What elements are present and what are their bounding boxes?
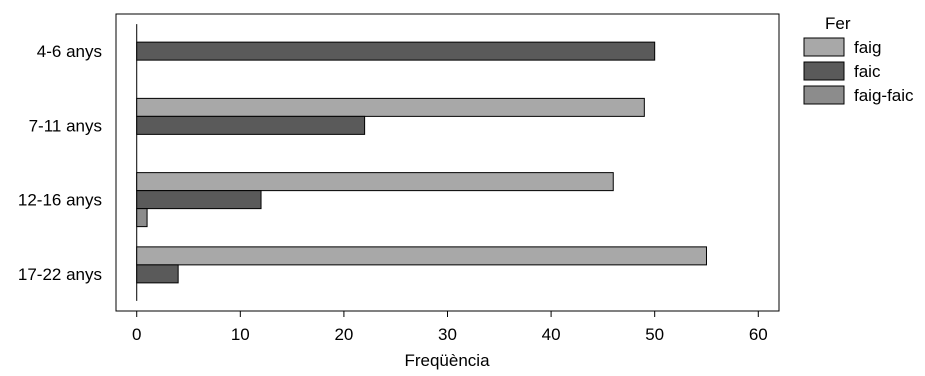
x-tick-label: 50 xyxy=(645,325,664,344)
bar-faig-7-11-anys xyxy=(136,97,645,117)
bar-faig-faic-12-16-anys xyxy=(136,208,148,228)
bar-faig-17-22-anys xyxy=(136,246,707,266)
y-tick-labels: 4-6 anys 7-11 anys 12-16 anys 17-22 anys xyxy=(18,42,102,284)
legend-title: Fer xyxy=(825,14,851,33)
legend: faig faic faig-faic xyxy=(803,37,914,105)
bar-faic-12-16-anys xyxy=(136,190,262,210)
x-tick-label: 20 xyxy=(334,325,353,344)
x-tick-label: 0 xyxy=(132,325,141,344)
bars-layer xyxy=(136,41,707,284)
legend-label-faig: faig xyxy=(854,38,881,57)
legend-label-faig-faic: faig-faic xyxy=(854,86,914,105)
bar-faic-17-22-anys xyxy=(136,264,179,284)
bar-faig-12-16-anys xyxy=(136,172,614,192)
x-axis-ticks: 0 10 20 30 40 50 60 xyxy=(132,311,768,344)
legend-swatch-faic xyxy=(803,61,845,81)
x-tick-label: 40 xyxy=(542,325,561,344)
x-tick-label: 30 xyxy=(438,325,457,344)
legend-swatch-faig xyxy=(803,37,845,57)
y-tick-label: 17-22 anys xyxy=(18,265,102,284)
x-tick-label: 10 xyxy=(231,325,250,344)
x-axis-label: Freqüència xyxy=(404,351,490,370)
y-tick-label: 7-11 anys xyxy=(29,116,102,135)
x-tick-label: 60 xyxy=(749,325,768,344)
legend-label-faic: faic xyxy=(854,62,881,81)
legend-swatch-faig-faic xyxy=(803,85,845,105)
bar-faic-7-11-anys xyxy=(136,115,366,135)
y-tick-label: 4-6 anys xyxy=(37,42,102,61)
bar-faic-4-6-anys xyxy=(136,41,656,61)
y-tick-label: 12-16 anys xyxy=(18,191,102,210)
